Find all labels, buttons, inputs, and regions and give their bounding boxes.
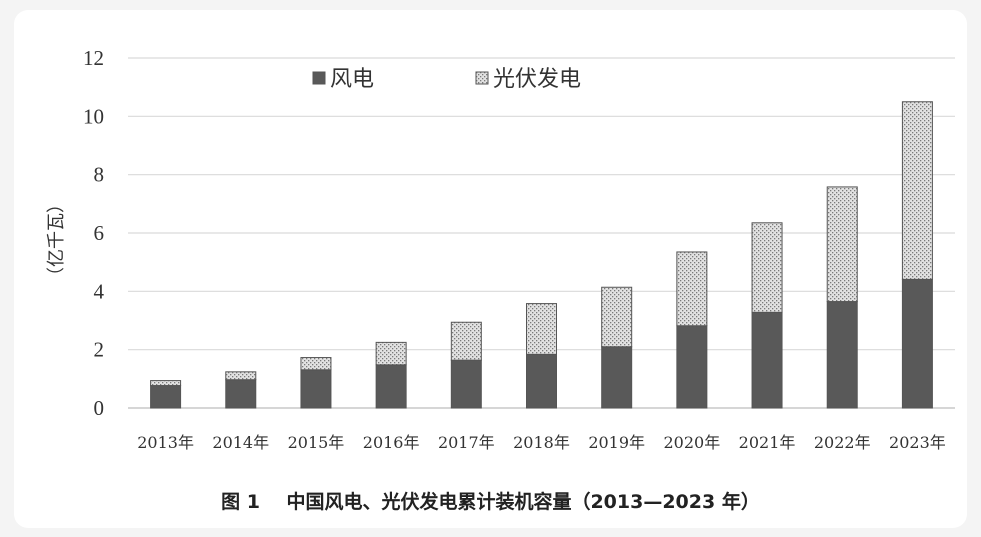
y-tick-label: 10	[83, 104, 104, 128]
bar-solar	[300, 357, 332, 371]
bar-wind	[751, 311, 783, 409]
x-tick-label: 2017年	[438, 433, 495, 452]
x-tick-label: 2023年	[889, 433, 946, 452]
bar-wind	[826, 301, 858, 409]
chart-card	[14, 10, 967, 528]
x-tick-label: 2016年	[363, 433, 420, 452]
bar-wind	[150, 385, 182, 409]
y-tick-label: 4	[94, 279, 105, 303]
x-tick-label: 2013年	[137, 433, 194, 452]
caption-title: 中国风电、光伏发电累计装机容量（2013—2023 年）	[286, 491, 760, 513]
legend-label-solar: 光伏发电	[493, 67, 581, 92]
y-axis-label: （亿千瓦）	[46, 195, 67, 285]
bar-wind	[526, 353, 557, 409]
bar-wind	[300, 369, 332, 409]
bar-solar	[676, 251, 708, 327]
x-tick-label: 2014年	[212, 433, 269, 452]
bar-wind	[225, 379, 257, 409]
y-tick-label: 0	[94, 396, 105, 420]
y-tick-label: 2	[94, 338, 105, 362]
legend-swatch-wind	[312, 71, 326, 85]
bar-solar	[375, 341, 407, 366]
bar-wind	[676, 325, 708, 409]
y-tick-label: 6	[94, 221, 105, 245]
figure-caption: 图 1 中国风电、光伏发电累计装机容量（2013—2023 年）	[0, 487, 981, 514]
x-tick-label: 2021年	[739, 433, 796, 452]
bar-solar	[450, 321, 482, 361]
bar-wind	[901, 278, 933, 409]
bar-wind	[375, 364, 407, 409]
bar-solar	[826, 186, 858, 303]
bar-solar	[150, 380, 182, 387]
y-tick-label: 8	[94, 163, 105, 187]
x-tick-label: 2019年	[588, 433, 645, 452]
legend-label-wind: 风电	[330, 67, 374, 92]
caption-figure-number: 图 1	[221, 491, 260, 513]
x-tick-label: 2020年	[663, 433, 720, 452]
bar-solar	[225, 371, 257, 381]
x-tick-label: 2022年	[814, 433, 871, 452]
x-tick-label: 2018年	[513, 433, 570, 452]
bar-wind	[450, 359, 482, 409]
bar-solar	[901, 101, 933, 280]
x-tick-label: 2015年	[288, 433, 345, 452]
bar-solar	[526, 303, 557, 355]
bar-solar	[601, 286, 633, 348]
bar-wind	[601, 346, 633, 409]
bar-solar	[751, 222, 783, 313]
y-tick-label: 12	[83, 46, 104, 70]
legend-swatch-solar	[475, 71, 489, 85]
